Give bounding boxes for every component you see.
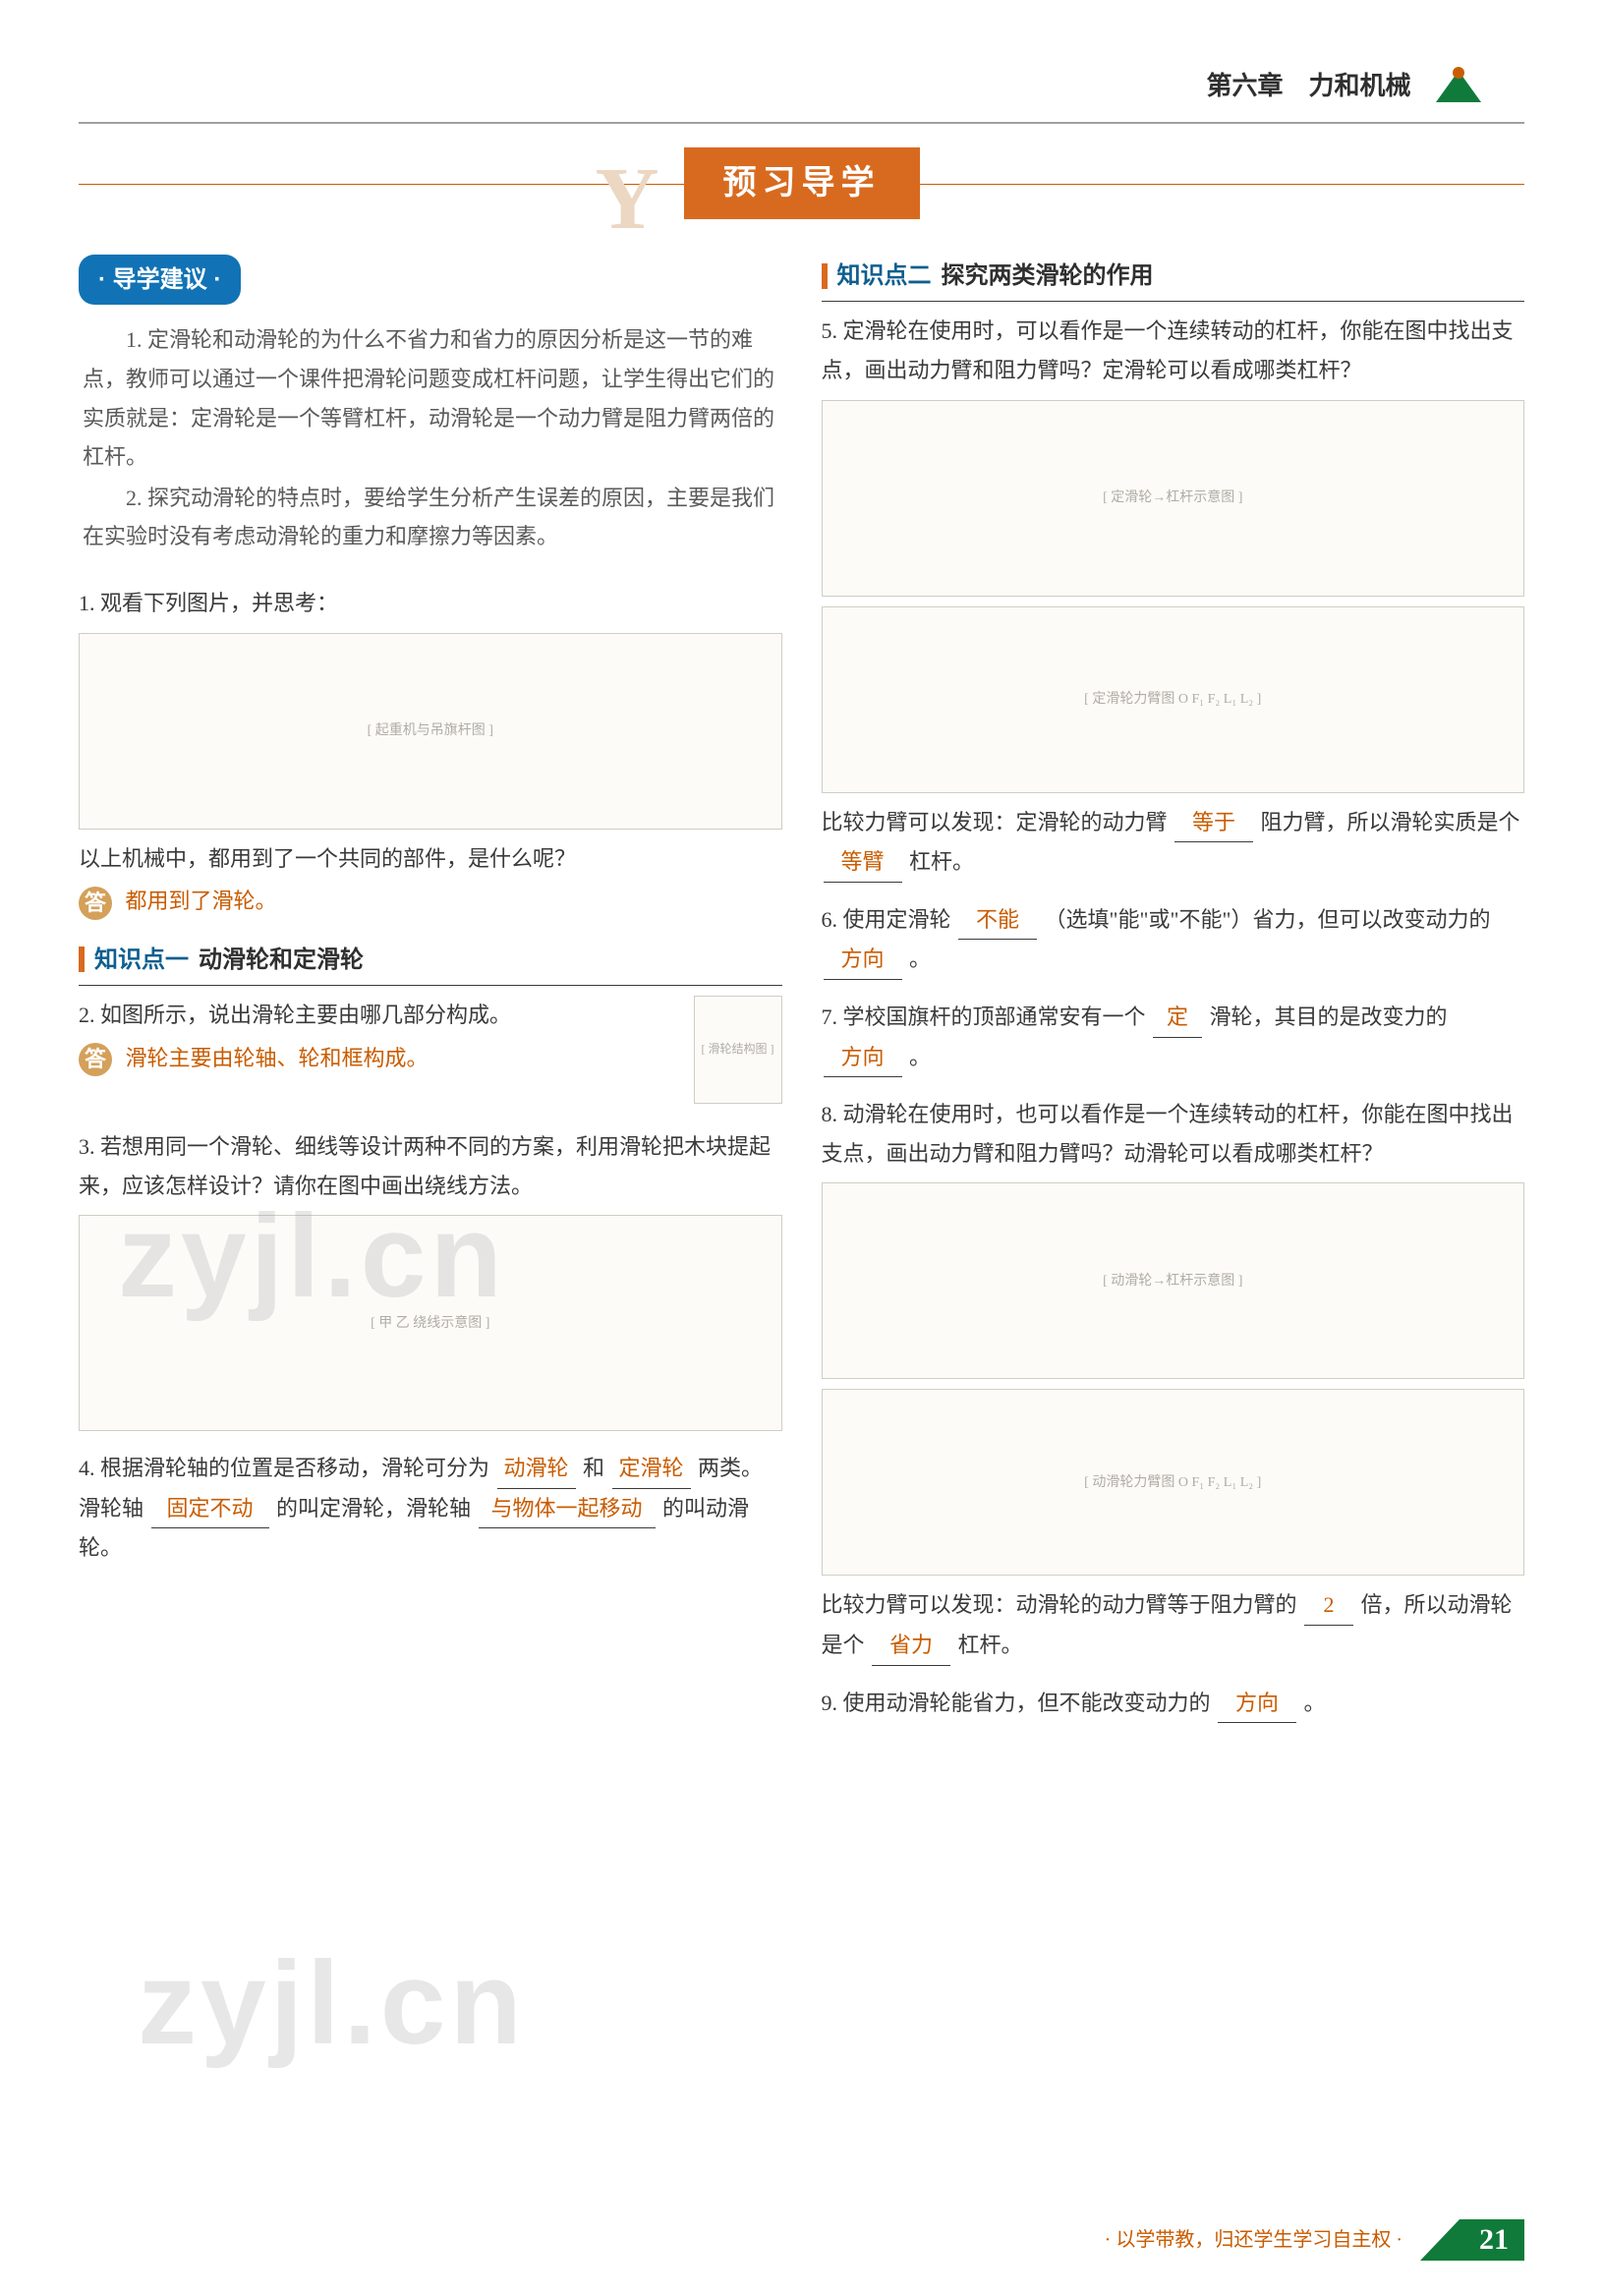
q9: 9. 使用动滑轮能省力，但不能改变动力的 方向 。 [822,1684,1525,1724]
q4-pre: 4. 根据滑轮轴的位置是否移动，滑轮可分为 [79,1456,489,1480]
q4-mid3: 的叫定滑轮，滑轮轴 [276,1496,471,1521]
cmp2-line: 比较力臂可以发现：动滑轮的动力臂等于阻力臂的 2 倍，所以动滑轮是个 省力 杠杆… [822,1585,1525,1665]
q2-diagram: [ 滑轮结构图 ] [694,996,782,1104]
q2-answer: 滑轮主要由轮轴、轮和框构成。 [126,1046,429,1070]
advice-pill: · 导学建议 · [79,255,241,305]
advice-p1: 1. 定滑轮和动滑轮的为什么不省力和省力的原因分析是这一节的难点，教师可以通过一… [83,320,778,476]
q6: 6. 使用定滑轮 不能 （选填"能"或"不能"）省力，但可以改变动力的 方向 。 [822,900,1525,980]
q6-end: 。 [909,947,931,971]
cmp2-blank1: 2 [1304,1585,1353,1626]
answer-chip-icon: 答 [79,887,112,920]
cmp2-blank2: 省力 [872,1626,950,1666]
page-number-badge: 21 [1420,2219,1524,2261]
two-columns: · 导学建议 · 1. 定滑轮和动滑轮的为什么不省力和省力的原因分析是这一节的难… [79,255,1524,1741]
page-footer: · 以学带教，归还学生学习自主权 · 21 [79,2219,1524,2261]
watermark: zyjl.cn [138,1897,526,2109]
kp2-title: 探究两类滑轮的作用 [942,255,1154,297]
q6-blank2: 方向 [824,940,902,980]
q8-text: 8. 动滑轮在使用时，也可以看作是一个连续转动的杠杆，你能在图中找出支点，画出动… [822,1095,1525,1173]
footer-slogan: · 以学带教，归还学生学习自主权 · [1105,2222,1403,2258]
q6-mid: （选填"能"或"不能"）省力，但可以改变动力的 [1045,907,1491,932]
q2: [ 滑轮结构图 ] 2. 如图所示，说出滑轮主要由哪几部分构成。 答 滑轮主要由… [79,996,782,1110]
kp1-title: 动滑轮和定滑轮 [199,939,364,981]
q9-line: 9. 使用动滑轮能省力，但不能改变动力的 方向 。 [822,1684,1525,1724]
kp1-heading: 知识点一 动滑轮和定滑轮 [79,939,782,986]
q6-line: 6. 使用定滑轮 不能 （选填"能"或"不能"）省力，但可以改变动力的 方向 。 [822,900,1525,980]
q7-blank1: 定 [1153,998,1202,1038]
big-letter: Y [596,120,659,279]
q2-answer-row: 答 滑轮主要由轮轴、轮和框构成。 [79,1039,782,1078]
q6-pre: 6. 使用定滑轮 [822,907,951,932]
q4-blank2: 定滑轮 [612,1449,691,1489]
q4-mid1: 和 [583,1456,604,1480]
advice-p2: 2. 探究动滑轮的特点时，要给学生分析产生误差的原因，主要是我们在实验时没有考虑… [83,479,778,556]
q3: 3. 若想用同一个滑轮、细线等设计两种不同的方案，利用滑轮把木块提起来，应该怎样… [79,1127,782,1431]
q1: 1. 观看下列图片，并思考： [ 起重机与吊旗杆图 ] 以上机械中，都用到了一个… [79,584,782,921]
q7: 7. 学校国旗杆的顶部通常安有一个 定 滑轮，其目的是改变力的 方向 。 [822,998,1525,1077]
kp2-heading: 知识点二 探究两类滑轮的作用 [822,255,1525,302]
q4-blank3: 固定不动 [151,1489,269,1529]
header-rule [79,122,1524,124]
q7-mid: 滑轮，其目的是改变力的 [1210,1004,1448,1029]
q3-text: 3. 若想用同一个滑轮、细线等设计两种不同的方案，利用滑轮把木块提起来，应该怎样… [79,1127,782,1205]
q9-blank1: 方向 [1218,1684,1296,1724]
q5-diagram-b: [ 定滑轮力臂图 O F₁ F₂ L₁ L₂ ] [822,606,1525,793]
q7-blank2: 方向 [824,1038,902,1078]
q5-diagram-a: [ 定滑轮→杠杆示意图 ] [822,400,1525,597]
q4-blank4: 与物体一起移动 [479,1489,656,1529]
q4-blank1: 动滑轮 [497,1449,576,1489]
q5: 5. 定滑轮在使用时，可以看作是一个连续转动的杠杆，你能在图中找出支点，画出动力… [822,312,1525,882]
cmp1-blank2: 等臂 [824,842,902,883]
advice-box: 1. 定滑轮和动滑轮的为什么不省力和省力的原因分析是这一节的难点，教师可以通过一… [79,315,782,574]
cmp1-blank1: 等于 [1174,803,1253,843]
page-root: 第六章 力和机械 Y 预习导学 · 导学建议 · 1. 定滑轮和动滑轮的为什么不… [0,0,1603,2296]
q1-follow: 以上机械中，都用到了一个共同的部件，是什么呢？ [79,839,782,879]
q5-text: 5. 定滑轮在使用时，可以看作是一个连续转动的杠杆，你能在图中找出支点，画出动力… [822,312,1525,389]
banner-title: 预习导学 [684,147,920,219]
q9-pre: 9. 使用动滑轮能省力，但不能改变动力的 [822,1691,1211,1715]
cmp2-pre: 比较力臂可以发现：动滑轮的动力臂等于阻力臂的 [822,1592,1297,1617]
cmp1-pre: 比较力臂可以发现：定滑轮的动力臂 [822,810,1168,834]
cmp1-mid: 阻力臂，所以滑轮实质是个 [1261,810,1520,834]
left-column: · 导学建议 · 1. 定滑轮和动滑轮的为什么不省力和省力的原因分析是这一节的难… [79,255,782,1741]
kp-bar-icon [822,263,828,289]
q1-answer-row: 答 都用到了滑轮。 [79,882,782,921]
cmp1-line: 比较力臂可以发现：定滑轮的动力臂 等于 阻力臂，所以滑轮实质是个 等臂 杠杆。 [822,803,1525,883]
q7-line: 7. 学校国旗杆的顶部通常安有一个 定 滑轮，其目的是改变力的 方向 。 [822,998,1525,1077]
cmp1-end: 杠杆。 [909,849,974,874]
kp-bar-icon [79,947,85,972]
chapter-title: 第六章 力和机械 [1206,63,1410,109]
book-icon [1432,59,1485,112]
q1-diagram: [ 起重机与吊旗杆图 ] [79,633,782,830]
q2-text: 2. 如图所示，说出滑轮主要由哪几部分构成。 [79,996,782,1035]
page-header: 第六章 力和机械 [79,59,1524,112]
kp1-label: 知识点一 [94,939,189,981]
q9-end: 。 [1304,1691,1326,1715]
q8-diagram-b: [ 动滑轮力臂图 O F₁ F₂ L₁ L₂ ] [822,1389,1525,1576]
answer-chip-icon: 答 [79,1043,112,1076]
q1-answer: 都用到了滑轮。 [126,889,277,913]
q4: 4. 根据滑轮轴的位置是否移动，滑轮可分为 动滑轮 和 定滑轮 两类。滑轮轴 固… [79,1449,782,1568]
q6-blank1: 不能 [958,900,1037,941]
q4-line: 4. 根据滑轮轴的位置是否移动，滑轮可分为 动滑轮 和 定滑轮 两类。滑轮轴 固… [79,1449,782,1568]
cmp2-end: 杠杆。 [958,1633,1023,1657]
right-column: 知识点二 探究两类滑轮的作用 5. 定滑轮在使用时，可以看作是一个连续转动的杠杆… [822,255,1525,1741]
section-banner: Y 预习导学 [79,147,1524,219]
q8-diagram-a: [ 动滑轮→杠杆示意图 ] [822,1182,1525,1379]
q3-diagram: [ 甲 乙 绕线示意图 ] [79,1215,782,1431]
q7-pre: 7. 学校国旗杆的顶部通常安有一个 [822,1004,1146,1029]
kp2-label: 知识点二 [837,255,932,297]
q1-text: 1. 观看下列图片，并思考： [79,584,782,623]
q7-end: 。 [909,1045,931,1069]
q8: 8. 动滑轮在使用时，也可以看作是一个连续转动的杠杆，你能在图中找出支点，画出动… [822,1095,1525,1665]
